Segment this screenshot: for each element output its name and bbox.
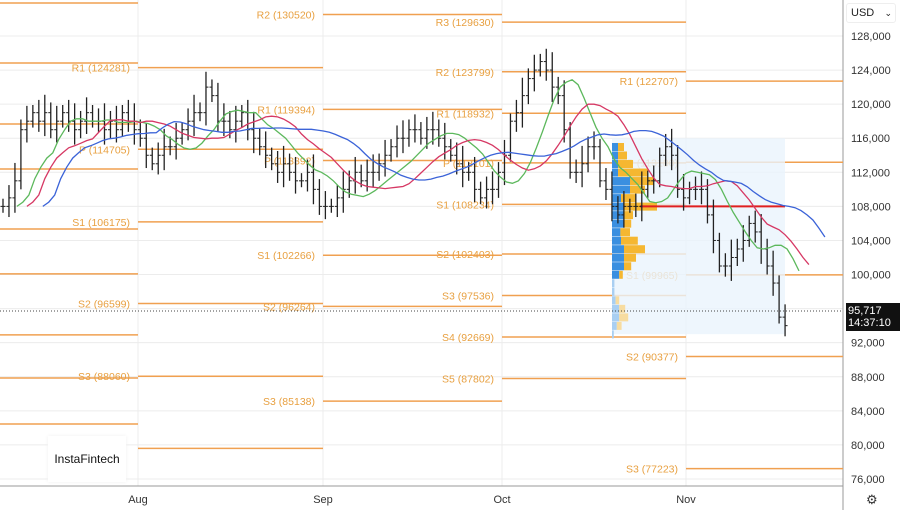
volume-bar-orange [619, 304, 626, 313]
pivot-label: S5 (87802) [442, 373, 494, 385]
y-tick-label: 116,000 [851, 133, 890, 145]
volume-bar-blue [612, 321, 617, 330]
pivot-label: R2 (123799) [436, 67, 494, 79]
pivot-label: R3 (129630) [436, 17, 494, 29]
volume-bar-orange [619, 270, 623, 279]
volume-bar-orange [621, 236, 638, 245]
volume-bar-orange [621, 194, 636, 203]
volume-bar-orange [624, 219, 632, 228]
pivot-label: S2 (90377) [626, 352, 678, 364]
volume-bar-blue [612, 304, 620, 313]
volume-bar-blue [612, 160, 618, 169]
volume-bar-orange [618, 168, 648, 177]
pivot-label: S3 (88060) [78, 371, 130, 383]
y-tick-label: 88,000 [851, 372, 885, 384]
y-tick-label: 124,000 [851, 65, 891, 77]
pivot-label: R2 (130520) [257, 10, 315, 22]
currency-label: USD [851, 7, 875, 19]
y-tick-label: 112,000 [851, 167, 890, 179]
volume-bar-orange [616, 321, 622, 330]
pivot-label: R1 (119394) [257, 104, 315, 116]
pivot-label: S3 (85138) [263, 396, 315, 408]
y-tick-label: 104,000 [851, 235, 891, 247]
volume-bar-blue [612, 253, 624, 262]
pivot-label: S1 (108234) [436, 199, 494, 211]
volume-bar-orange [624, 262, 632, 271]
volume-bar-blue [612, 177, 630, 186]
y-tick-label: 92,000 [851, 338, 885, 350]
pivot-label: S3 (97536) [442, 291, 494, 303]
volume-bar-orange [618, 160, 633, 169]
pivot-label: S1 (106175) [72, 217, 130, 229]
pivot-label: P (114705) [79, 144, 130, 156]
volume-bar-orange [618, 142, 624, 151]
pivot-label: R1 (118932) [436, 108, 494, 120]
volume-bar-blue [612, 270, 620, 279]
pivot-label: S3 (77223) [626, 464, 678, 476]
pivot-label: S2 (96599) [78, 299, 130, 311]
moving-average-line [16, 79, 800, 272]
volume-bar-blue [612, 245, 624, 254]
volume-bar-blue [612, 313, 620, 322]
pivot-label: S2 (96264) [263, 301, 315, 313]
volume-bar-blue [612, 279, 615, 288]
y-tick-label: 128,000 [851, 31, 891, 43]
y-tick-label: 84,000 [851, 406, 885, 418]
volume-bar-blue [612, 151, 618, 160]
volume-bar-orange [624, 253, 636, 262]
pivot-label: S4 (92669) [442, 332, 494, 344]
pivot-label: S2 (102403) [436, 249, 494, 261]
x-tick-label: Oct [493, 494, 510, 506]
brand-logo: InstaFintech [48, 436, 126, 482]
settings-gear-icon[interactable]: ⚙ [866, 492, 878, 507]
y-tick-label: 108,000 [851, 201, 891, 213]
y-tick-label: 100,000 [851, 270, 891, 282]
current-price-label: 95,717 14:37:10 [846, 303, 900, 331]
volume-bar-blue [612, 142, 618, 151]
x-tick-label: Aug [128, 494, 148, 506]
current-price-time: 14:37:10 [848, 317, 891, 329]
volume-bar-orange [615, 296, 620, 305]
volume-bar-blue [612, 219, 624, 228]
volume-bar-blue [612, 262, 624, 271]
pivot-label: R1 (124281) [72, 63, 130, 75]
moving-average-line [42, 120, 826, 238]
chevron-down-icon: ⌄ [884, 8, 892, 18]
volume-bar-blue [612, 168, 618, 177]
volume-bar-blue [612, 296, 616, 305]
volume-bar-orange [620, 228, 630, 237]
y-tick-label: 80,000 [851, 440, 885, 452]
y-tick-label: 120,000 [851, 99, 891, 111]
pivot-label: S1 (102266) [257, 250, 315, 262]
volume-bar-blue [612, 287, 615, 296]
volume-bar-orange [618, 151, 627, 160]
volume-bar-orange [624, 211, 633, 220]
volume-bar-blue [612, 236, 621, 245]
volume-bar-orange [619, 313, 629, 322]
volume-bar-blue [612, 228, 621, 237]
pivot-label: R1 (122707) [620, 76, 678, 88]
moving-average-line [26, 103, 810, 266]
currency-select[interactable]: USD ⌄ [846, 3, 896, 23]
volume-bar-blue [612, 185, 630, 194]
x-tick-label: Sep [313, 494, 333, 506]
volume-bar-blue [612, 194, 621, 203]
volume-bar-blue [612, 330, 614, 339]
volume-bar-orange [624, 245, 645, 254]
current-price-value: 95,717 [848, 305, 882, 317]
volume-profile-area [612, 138, 785, 335]
y-tick-label: 76,000 [851, 474, 885, 486]
volume-bar-orange [630, 185, 645, 194]
x-tick-label: Nov [676, 494, 696, 506]
